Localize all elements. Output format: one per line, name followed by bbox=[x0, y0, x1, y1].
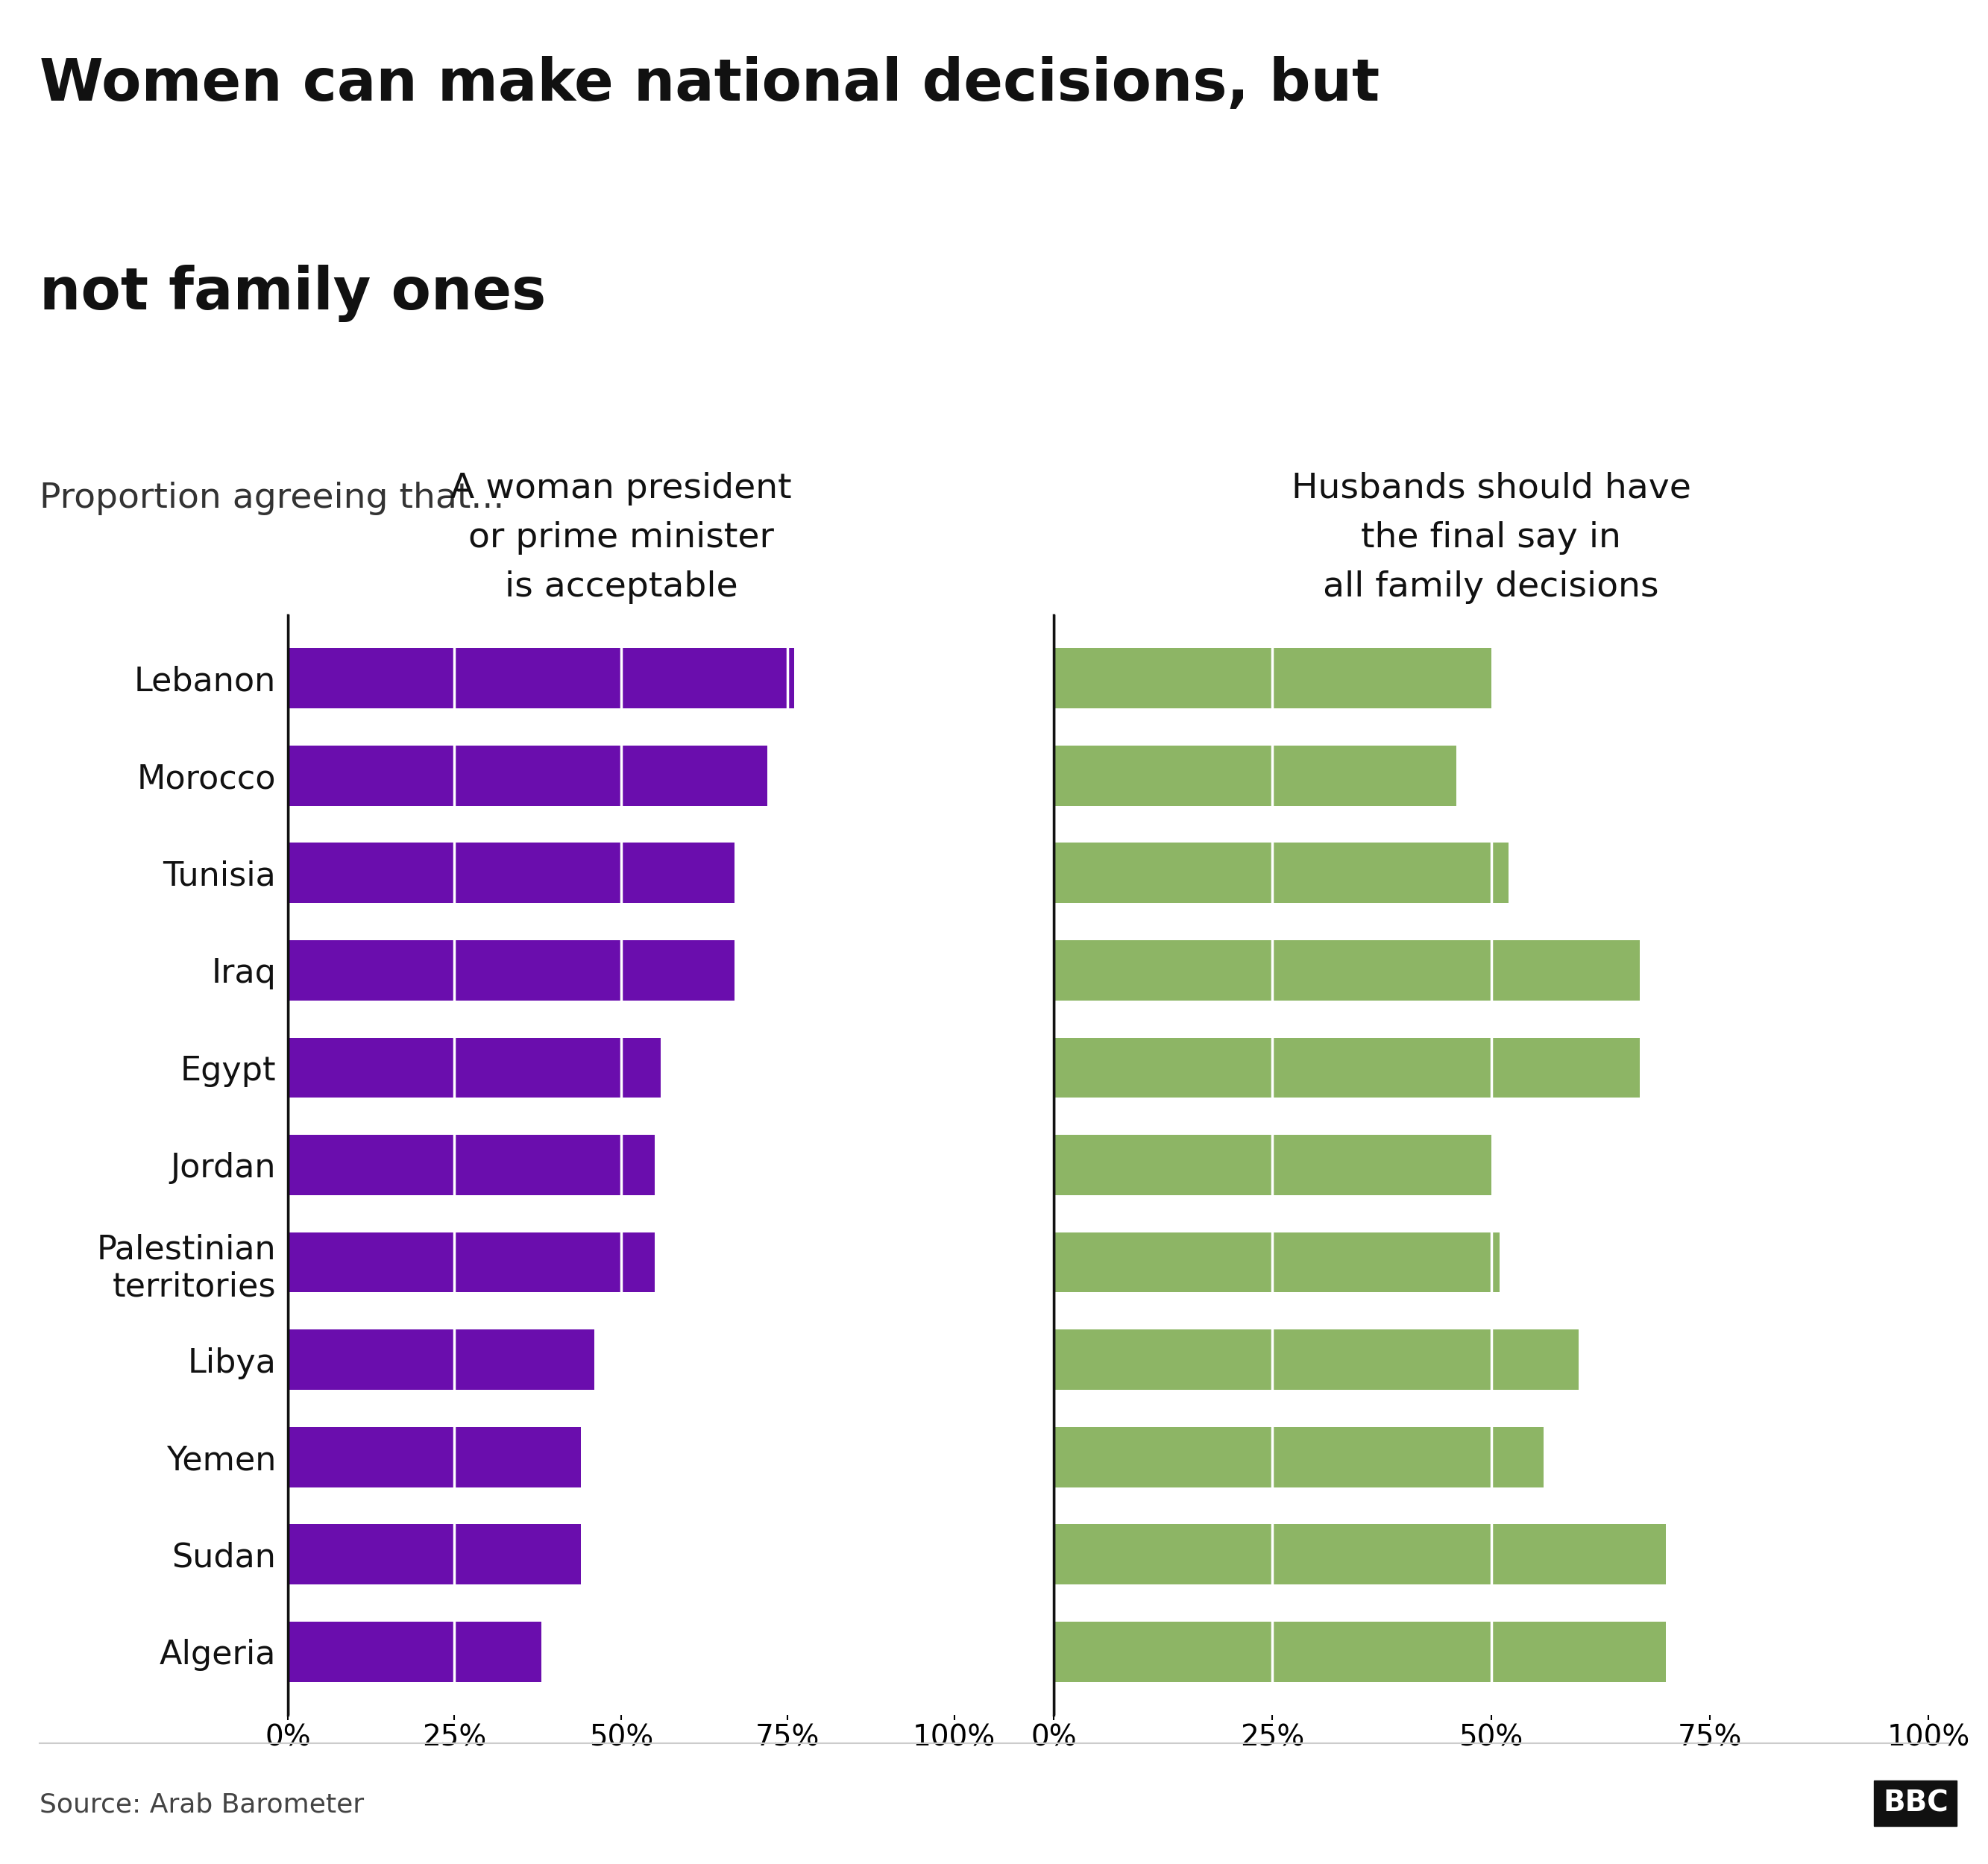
Bar bbox=[288, 649, 795, 708]
Text: Women can make national decisions, but: Women can make national decisions, but bbox=[40, 56, 1380, 112]
Bar bbox=[288, 1426, 580, 1487]
Bar bbox=[288, 1232, 654, 1292]
Bar bbox=[1054, 746, 1455, 805]
Bar bbox=[1054, 1135, 1491, 1195]
Bar bbox=[288, 1135, 654, 1195]
Text: Proportion agreeing that...: Proportion agreeing that... bbox=[40, 481, 505, 514]
Bar bbox=[288, 843, 734, 904]
Bar bbox=[288, 1329, 594, 1391]
Text: Source: Arab Barometer: Source: Arab Barometer bbox=[40, 1791, 364, 1817]
Bar bbox=[288, 1038, 662, 1098]
Bar bbox=[1054, 649, 1491, 708]
Bar bbox=[288, 939, 734, 1001]
Text: BBC: BBC bbox=[1883, 1789, 1948, 1817]
Bar bbox=[1054, 939, 1640, 1001]
Text: not family ones: not family ones bbox=[40, 265, 547, 322]
Title: Husbands should have
the final say in
all family decisions: Husbands should have the final say in al… bbox=[1290, 472, 1692, 604]
Bar bbox=[1054, 1525, 1666, 1584]
Bar bbox=[1054, 1232, 1499, 1292]
Bar bbox=[1054, 1426, 1543, 1487]
Bar bbox=[1054, 1329, 1578, 1391]
Bar bbox=[1054, 1038, 1640, 1098]
Title: A woman president
or prime minister
is acceptable: A woman president or prime minister is a… bbox=[451, 472, 791, 604]
Bar bbox=[1054, 843, 1509, 904]
Bar bbox=[288, 1622, 541, 1681]
Bar bbox=[288, 1525, 580, 1584]
Bar bbox=[1054, 1622, 1666, 1681]
Bar bbox=[288, 746, 767, 805]
